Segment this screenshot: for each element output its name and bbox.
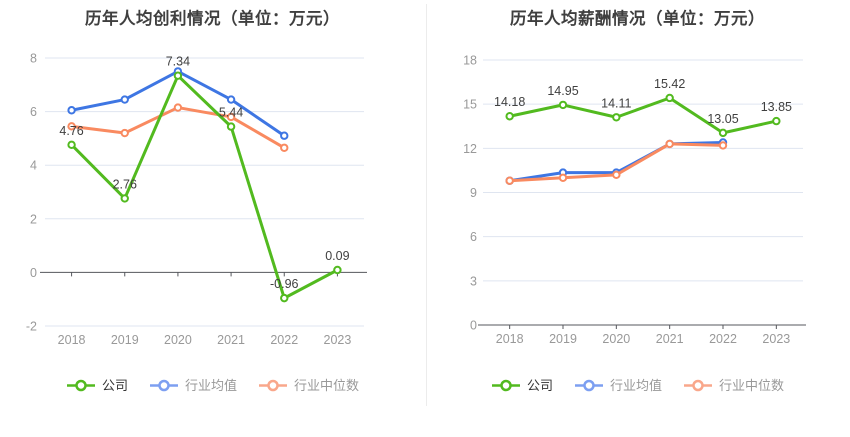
salary-chart-legend: 公司 行业均值 行业中位数 <box>425 379 850 392</box>
svg-text:2021: 2021 <box>656 332 684 346</box>
svg-text:14.95: 14.95 <box>547 84 578 98</box>
svg-text:3: 3 <box>470 274 477 288</box>
svg-text:7.34: 7.34 <box>166 55 190 69</box>
svg-text:-0.96: -0.96 <box>270 277 299 291</box>
svg-text:0: 0 <box>470 319 477 333</box>
svg-text:2022: 2022 <box>709 332 737 346</box>
industry-median-line-icon <box>259 379 287 392</box>
svg-text:-2: -2 <box>26 320 37 334</box>
svg-text:0: 0 <box>30 266 37 280</box>
industry-median-line-icon <box>684 379 712 392</box>
svg-text:4: 4 <box>30 159 37 173</box>
profit-chart-canvas: 8 6 4 2 0 -2 2018 2019 2020 2021 2022 2023 4.76 2.76 7… <box>26 52 367 347</box>
svg-text:13.85: 13.85 <box>761 100 792 114</box>
company-series <box>505 93 781 138</box>
y-axis: 8 6 4 2 0 -2 <box>26 52 364 334</box>
industry-average-line-icon <box>574 379 603 392</box>
svg-text:18: 18 <box>463 54 477 68</box>
svg-text:12: 12 <box>463 142 477 156</box>
svg-text:4.76: 4.76 <box>59 124 83 138</box>
svg-text:14.11: 14.11 <box>601 96 631 110</box>
company-line-icon <box>66 379 95 392</box>
legend-item-industry-average[interactable]: 行业均值 <box>574 379 662 392</box>
svg-text:2020: 2020 <box>164 333 192 347</box>
data-labels: 4.76 2.76 7.34 5.44 -0.96 0.09 <box>59 55 349 291</box>
svg-text:2.76: 2.76 <box>113 177 137 191</box>
svg-text:2018: 2018 <box>496 332 524 346</box>
panel-divider <box>426 4 427 406</box>
industry-average-series <box>67 67 289 140</box>
legend-item-industry-average[interactable]: 行业均值 <box>149 379 237 392</box>
svg-text:13.05: 13.05 <box>707 112 738 126</box>
legend-label-company: 公司 <box>101 378 128 393</box>
svg-text:14.18: 14.18 <box>494 95 525 109</box>
legend-label-company: 公司 <box>526 378 553 393</box>
x-axis: 2018 2019 2020 2021 2022 2023 <box>478 324 806 346</box>
legend-item-company[interactable]: 公司 <box>66 379 128 392</box>
svg-text:2: 2 <box>30 212 37 226</box>
profit-chart-legend: 公司 行业均值 行业中位数 <box>0 379 425 392</box>
legend-label-industry-median: 行业中位数 <box>719 378 785 393</box>
svg-text:2019: 2019 <box>549 332 577 346</box>
company-series <box>67 71 342 303</box>
svg-text:8: 8 <box>30 52 37 66</box>
svg-text:2021: 2021 <box>217 333 245 347</box>
legend-label-industry-median: 行业中位数 <box>294 378 360 393</box>
salary-chart-title: 历年人均薪酬情况（单位：万元） <box>510 10 765 28</box>
svg-text:2023: 2023 <box>762 332 790 346</box>
svg-text:2020: 2020 <box>602 332 630 346</box>
legend-item-industry-median[interactable]: 行业中位数 <box>683 379 784 392</box>
svg-text:2022: 2022 <box>270 333 298 347</box>
x-axis: 2018 2019 2020 2021 2022 2023 <box>40 271 367 347</box>
svg-text:0.09: 0.09 <box>325 249 349 263</box>
profit-chart-panel: 历年人均创利情况（单位：万元） 8 6 4 2 0 -2 2018 2019 2020 2021 2… <box>0 10 425 392</box>
industry-median-series <box>505 139 728 185</box>
y-axis: 18 15 12 9 6 3 0 <box>463 54 803 333</box>
data-labels: 14.18 14.95 14.11 15.42 13.05 13.85 <box>494 77 792 126</box>
svg-text:6: 6 <box>30 105 37 119</box>
legend-label-industry-average: 行业均值 <box>184 378 237 393</box>
profit-chart-title: 历年人均创利情况（单位：万元） <box>85 10 340 28</box>
svg-text:6: 6 <box>470 230 477 244</box>
svg-text:5.44: 5.44 <box>219 106 243 120</box>
industry-average-series <box>505 138 728 185</box>
industry-average-line-icon <box>149 379 178 392</box>
svg-text:15: 15 <box>463 98 477 112</box>
legend-label-industry-average: 行业均值 <box>609 378 662 393</box>
svg-text:9: 9 <box>470 186 477 200</box>
svg-text:15.42: 15.42 <box>654 77 685 91</box>
svg-text:2023: 2023 <box>324 333 352 347</box>
legend-item-industry-median[interactable]: 行业中位数 <box>258 379 359 392</box>
salary-chart-panel: 历年人均薪酬情况（单位：万元） 18 15 12 9 6 3 0 2018 2019 2020 20… <box>425 0 850 437</box>
legend-item-company[interactable]: 公司 <box>491 379 553 392</box>
svg-text:2018: 2018 <box>58 333 86 347</box>
company-line-icon <box>491 379 520 392</box>
industry-median-series <box>67 103 289 152</box>
svg-text:2019: 2019 <box>111 333 139 347</box>
